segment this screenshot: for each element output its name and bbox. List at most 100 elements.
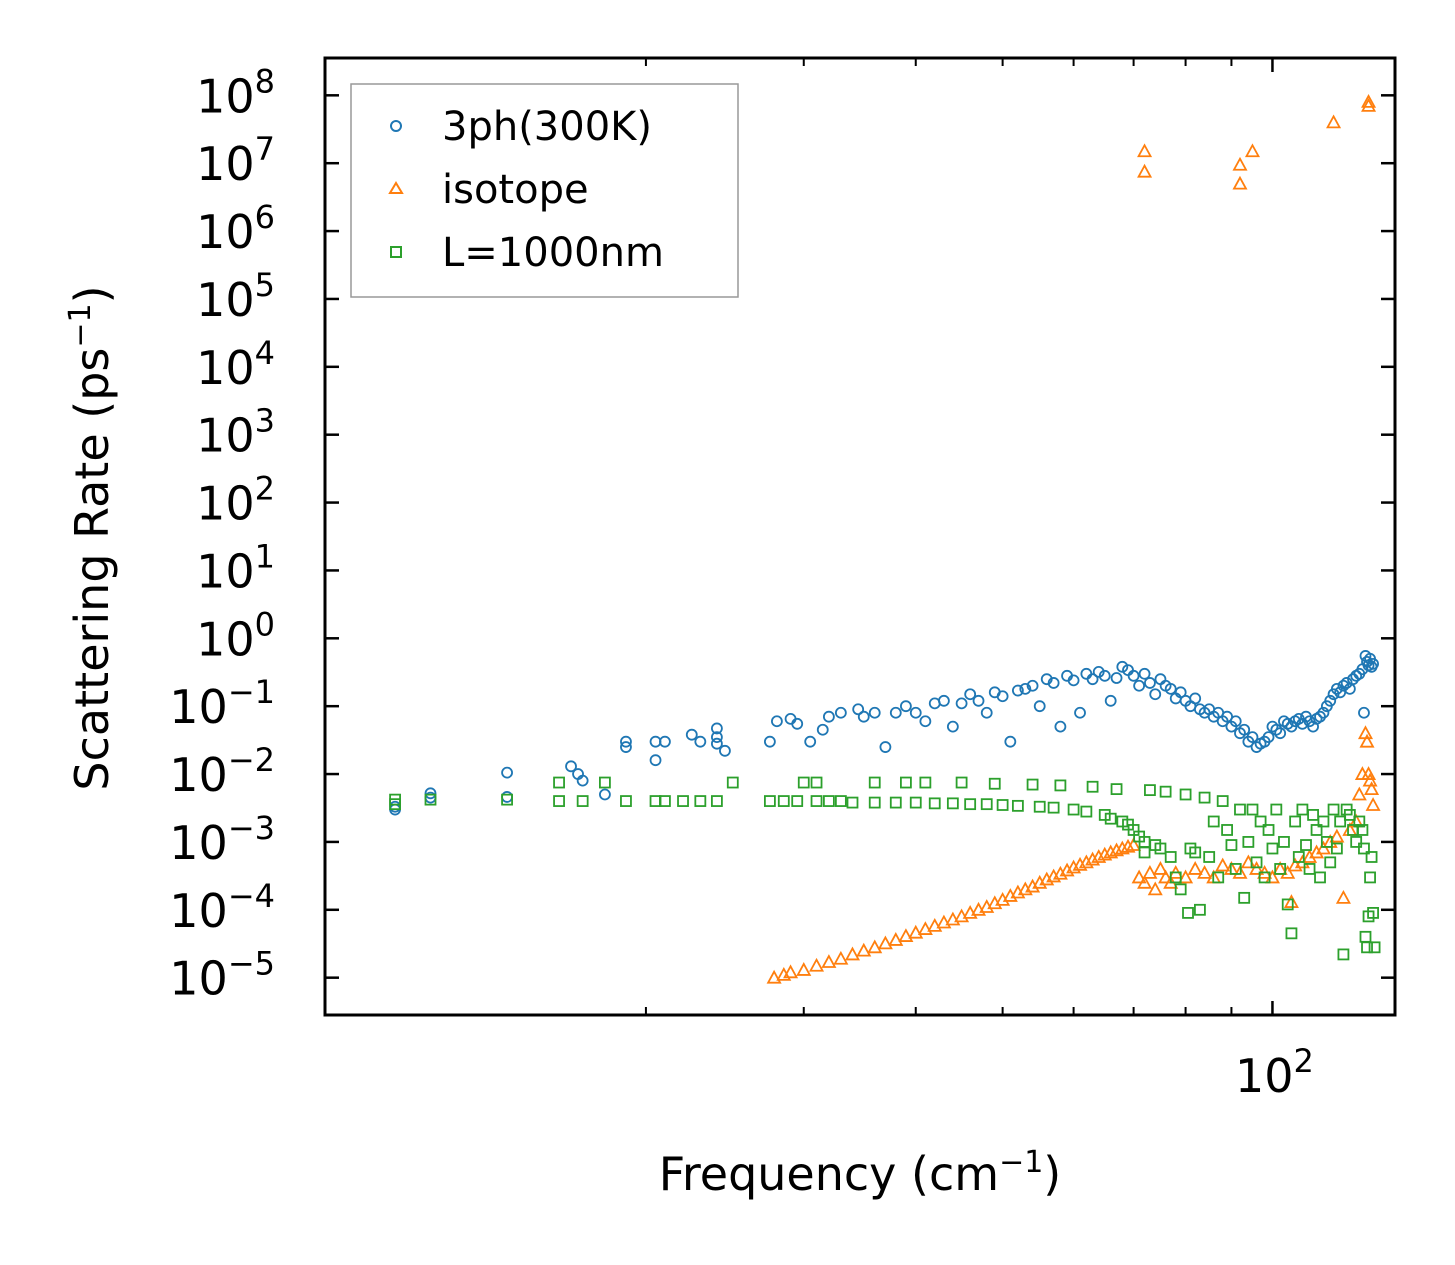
data-point-l1000nm [1292,851,1305,863]
data-point-isotope [1329,828,1345,843]
data-point-l1000nm [822,795,835,807]
data-point-3ph [1189,692,1202,705]
data-point-3ph [1274,727,1287,740]
data-point-isotope [908,924,924,939]
data-point-l1000nm [1238,891,1251,904]
data-point-isotope [1178,869,1194,884]
data-point-3ph [1127,669,1140,682]
y-tick-label: 10−4 [169,877,275,938]
data-point-isotope [1326,114,1342,129]
series-3ph(300K) [389,650,1379,816]
data-point-3ph [879,741,892,753]
data-point-3ph [1138,667,1151,680]
data-point-3ph [1104,694,1117,707]
data-point-l1000nm [1320,836,1333,848]
data-point-3ph [1174,686,1187,699]
data-point-l1000nm [1300,839,1312,851]
legend: 3ph(300K) isotope L=1000nm [350,83,739,298]
data-point-3ph [599,788,611,801]
data-point-isotope [1120,838,1136,853]
data-point-3ph [1033,700,1046,713]
data-point-l1000nm [1189,846,1202,859]
data-point-isotope [844,946,861,961]
data-point-isotope [1309,844,1325,859]
data-point-3ph [1133,679,1146,692]
data-point-l1000nm [1364,871,1376,884]
data-point-l1000nm [810,776,823,789]
data-point-l1000nm [1314,871,1326,884]
data-point-l1000nm [946,797,959,810]
data-point-l1000nm [1307,809,1319,821]
data-point-isotope [1365,797,1381,811]
data-point-l1000nm [659,795,671,807]
data-point-l1000nm [1026,778,1039,791]
data-point-l1000nm [1350,836,1363,848]
data-point-3ph [710,731,723,744]
data-point-3ph [424,787,437,800]
data-point-3ph [1367,657,1379,670]
data-point-l1000nm [677,795,689,807]
data-point-3ph [1116,660,1129,673]
data-point-l1000nm [988,777,1001,790]
data-point-3ph [620,735,632,748]
data-point-3ph [1110,672,1123,684]
data-point-l1000nm [1216,795,1229,807]
data-point-l1000nm [955,776,968,789]
data-point-isotope [1137,163,1153,178]
data-point-3ph [834,706,847,719]
data-point-3ph [659,735,671,748]
data-point-3ph [889,706,902,719]
data-point-3ph [1054,720,1067,733]
data-point-l1000nm [1169,871,1182,884]
data-point-l1000nm [1179,788,1192,801]
data-point-isotope [945,911,961,926]
data-point-l1000nm [1194,903,1206,916]
data-point-l1000nm [846,796,859,809]
data-point-l1000nm [1054,779,1067,792]
data-point-isotope [1147,881,1163,896]
data-point-isotope [1302,849,1318,863]
data-point-l1000nm [694,795,707,807]
data-point-3ph [1330,682,1343,695]
data-point-3ph [980,706,993,719]
data-point-isotope [1052,865,1068,880]
data-point-3ph [501,766,513,779]
data-point-l1000nm [1110,783,1123,796]
data-point-3ph [1238,723,1251,736]
data-point-isotope [1137,143,1153,158]
data-point-isotope [1059,862,1075,877]
legend-marker-l1000nm [390,246,402,258]
data-point-l1000nm [1317,815,1330,828]
data-point-3ph [1296,717,1309,730]
data-point-isotope [1103,844,1119,859]
data-point-isotope [1091,849,1107,863]
data-point-3ph [1074,706,1086,719]
data-point-3ph [791,717,804,730]
legend-marker-3ph [390,120,402,132]
data-point-l1000nm [1358,842,1370,855]
data-point-l1000nm [1047,801,1060,814]
data-point-l1000nm [620,795,632,807]
y-axis-label: Scattering Rate (ps−1) [63,285,119,790]
data-point-isotope [833,950,849,965]
data-point-l1000nm [1258,871,1271,884]
data-point-l1000nm [1011,799,1024,812]
data-point-isotope [1137,874,1153,889]
data-points [389,94,1381,984]
legend-label-3ph: 3ph(300K) [442,104,652,150]
data-point-3ph [822,710,835,723]
data-point-isotope [766,969,782,984]
data-point-l1000nm [1080,805,1093,818]
data-point-l1000nm [1324,856,1337,869]
data-point-3ph [996,690,1009,703]
data-point-3ph [1098,669,1111,682]
data-point-l1000nm [964,798,977,811]
data-point-l1000nm [389,798,401,811]
data-point-l1000nm [1310,824,1323,836]
data-point-3ph [576,774,589,787]
data-point-3ph [1004,735,1017,748]
data-point-l1000nm [1270,803,1283,816]
data-point-l1000nm [1250,856,1263,869]
data-point-isotope [1066,859,1082,874]
data-point-isotope [1142,864,1158,879]
